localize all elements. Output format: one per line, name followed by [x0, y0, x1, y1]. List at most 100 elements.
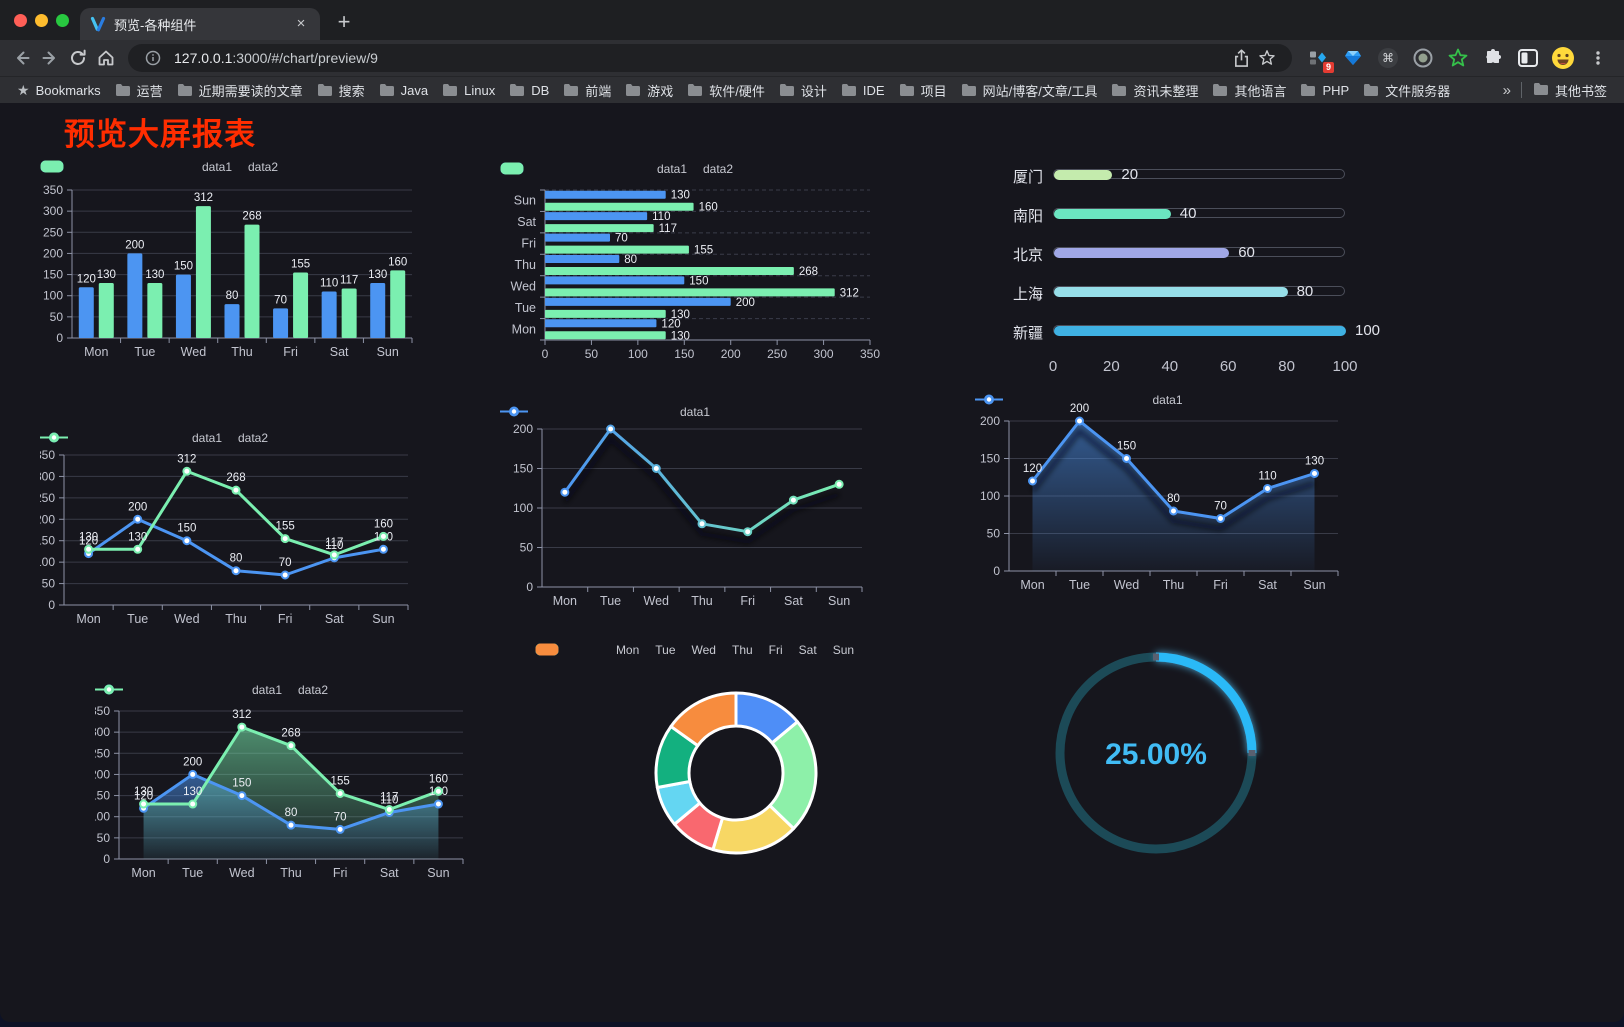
- svg-text:250: 250: [40, 491, 55, 505]
- legend-item-mon[interactable]: Mon: [535, 643, 639, 657]
- command-extension-icon[interactable]: ⌘: [1376, 46, 1400, 70]
- bookmark-folder-1[interactable]: 运营: [108, 79, 170, 102]
- progress-row-1: 厦门 20: [995, 164, 1375, 186]
- bookmark-folder-10[interactable]: 设计: [772, 79, 834, 102]
- gem-extension-icon[interactable]: [1341, 46, 1365, 70]
- legend-item-data2[interactable]: data2: [40, 160, 278, 174]
- svg-text:Thu: Thu: [691, 594, 713, 608]
- bookmark-folder-9[interactable]: 软件/硬件: [680, 79, 772, 102]
- recorder-extension-icon[interactable]: [1411, 46, 1435, 70]
- bookmark-folder-3[interactable]: 搜索: [310, 79, 372, 102]
- bookmark-label: 前端: [585, 83, 612, 99]
- progress-gauge[interactable]: 25.00%: [1040, 638, 1275, 873]
- browser-tab[interactable]: 预览-各种组件 ×: [80, 8, 320, 40]
- bookmarks-overflow-chevron[interactable]: »: [1502, 81, 1511, 99]
- progress-value: 80: [1296, 283, 1314, 300]
- forward-button[interactable]: [36, 44, 64, 72]
- bookmark-folder-11[interactable]: IDE: [834, 81, 892, 100]
- browser-menu-icon[interactable]: [1586, 46, 1610, 70]
- legend-item-data1[interactable]: data1: [40, 160, 232, 174]
- legend-item-data2[interactable]: data2: [95, 683, 328, 697]
- progress-label: 新疆: [1012, 325, 1043, 342]
- bookmark-label: DB: [531, 82, 550, 98]
- site-info-icon[interactable]: [140, 50, 166, 66]
- close-window-button[interactable]: [14, 14, 27, 27]
- svg-text:150: 150: [95, 789, 110, 803]
- bookmark-folder-8[interactable]: 游戏: [618, 79, 680, 102]
- bookmark-folder-16[interactable]: PHP: [1293, 81, 1356, 100]
- dual-area-line-chart[interactable]: 0 50 100 150 200 250 300 350 Mon Tue Wed Thu Fri Sat S…: [95, 675, 485, 887]
- bookmark-folder-4[interactable]: Java: [372, 81, 435, 100]
- progress-fill: [1054, 209, 1171, 219]
- url-host: 127.0.0.1: [174, 50, 233, 66]
- svg-text:312: 312: [194, 192, 213, 204]
- home-button[interactable]: [92, 44, 120, 72]
- legend-item-tue[interactable]: Tue: [535, 643, 676, 657]
- share-icon[interactable]: [1228, 48, 1254, 68]
- legend-item-data1[interactable]: data1: [500, 162, 687, 176]
- svg-text:Thu: Thu: [231, 345, 253, 359]
- progress-track: [1053, 247, 1345, 258]
- bookmark-folder-6[interactable]: DB: [502, 81, 556, 100]
- profile-avatar[interactable]: [1551, 46, 1575, 70]
- svg-text:120: 120: [77, 273, 96, 285]
- area-line-chart[interactable]: 0 50 100 150 200 Mon Tue Wed Thu Fri Sat Sun 120 200 1…: [975, 383, 1360, 593]
- legend-item-fri[interactable]: Fri: [535, 643, 783, 657]
- horizontal-bar-chart[interactable]: Mon Tue Wed Thu Fri Sat Sun 0 50 100 150 200 250 300 3…: [500, 150, 890, 371]
- svg-text:350: 350: [95, 704, 110, 718]
- grouped-bar-chart[interactable]: 0 50 100 150 200 250 300 350 Mon Tue Wed Thu Fri Sat S…: [40, 150, 440, 371]
- bookmark-folder-17[interactable]: 文件服务器: [1356, 79, 1457, 102]
- bookmark-folder-15[interactable]: 其他语言: [1205, 79, 1293, 102]
- minimize-window-button[interactable]: [35, 14, 48, 27]
- bookmark-star-icon[interactable]: [1254, 49, 1280, 67]
- donut-chart[interactable]: Mon Tue Wed Thu Fri Sat Sun: [535, 633, 935, 891]
- svg-text:130: 130: [183, 786, 202, 798]
- legend-item-wed[interactable]: Wed: [535, 643, 716, 657]
- bookmark-folder-5[interactable]: Linux: [435, 81, 502, 100]
- svg-text:Mon: Mon: [84, 345, 108, 359]
- bookmark-folder-2[interactable]: 近期需要读的文章: [170, 79, 310, 102]
- legend-item-data2[interactable]: data2: [500, 162, 733, 176]
- legend-item-data1[interactable]: data1: [40, 431, 222, 445]
- svg-text:250: 250: [95, 746, 110, 760]
- bookmark-label: PHP: [1322, 82, 1350, 98]
- green-star-extension-icon[interactable]: [1446, 46, 1470, 70]
- svg-text:Sat: Sat: [380, 866, 399, 880]
- tab-close-icon[interactable]: ×: [296, 15, 306, 32]
- svg-text:70: 70: [1214, 501, 1227, 513]
- bookmark-folder-12[interactable]: 项目: [892, 79, 954, 102]
- bookmark-folder-7[interactable]: 前端: [556, 79, 618, 102]
- sidebar-square-icon[interactable]: [1516, 46, 1540, 70]
- vue-devtools-extension-icon[interactable]: 9: [1306, 46, 1334, 73]
- legend-item-data1[interactable]: data1: [975, 393, 1183, 407]
- back-button[interactable]: [8, 44, 36, 72]
- svg-text:110: 110: [325, 540, 343, 552]
- bookmark-folder-14[interactable]: 资讯未整理: [1104, 79, 1205, 102]
- axis-tick-label: 80: [1278, 358, 1295, 375]
- legend-item-sat[interactable]: Sat: [535, 643, 817, 657]
- fullscreen-window-button[interactable]: [56, 14, 69, 27]
- other-bookmarks-folder[interactable]: 其他书签: [1526, 79, 1614, 102]
- legend-item-data1[interactable]: data1: [95, 683, 282, 697]
- multi-line-chart[interactable]: 0 50 100 150 200 250 300 350 Mon Tue Wed Thu Fri Sat S…: [40, 423, 420, 635]
- extensions-puzzle-icon[interactable]: [1481, 46, 1505, 70]
- legend-item-data1[interactable]: data1: [500, 405, 710, 419]
- bookmark-folder-13[interactable]: 网站/博客/文章/工具: [954, 79, 1105, 102]
- legend-item-data2[interactable]: data2: [40, 431, 268, 445]
- legend-label: Thu: [731, 643, 753, 657]
- folder-icon: [1363, 83, 1379, 97]
- city-progress-chart[interactable]: 厦门 20 南阳 40 北京 60 上海 80 新疆 100 0 20 40 60 80 100: [995, 150, 1380, 385]
- reload-button[interactable]: [64, 44, 92, 72]
- svg-text:130: 130: [671, 330, 690, 342]
- folder-icon: [379, 83, 395, 97]
- progress-fill: [1054, 326, 1346, 336]
- progress-row-5: 新疆 100: [995, 320, 1380, 342]
- svg-text:268: 268: [799, 266, 818, 278]
- bookmarks-manager[interactable]: ★ Bookmarks: [10, 80, 108, 101]
- new-tab-button[interactable]: +: [337, 9, 351, 34]
- bookmark-label: Linux: [464, 82, 496, 98]
- legend-item-thu[interactable]: Thu: [535, 643, 753, 657]
- omnibox[interactable]: 127.0.0.1:3000/#/chart/preview/9: [128, 44, 1292, 72]
- gradient-line-chart[interactable]: 0 50 100 150 200 Mon Tue Wed Thu Fri Sat Sun data1: [500, 393, 890, 608]
- legend-item-sun[interactable]: Sun: [535, 643, 854, 657]
